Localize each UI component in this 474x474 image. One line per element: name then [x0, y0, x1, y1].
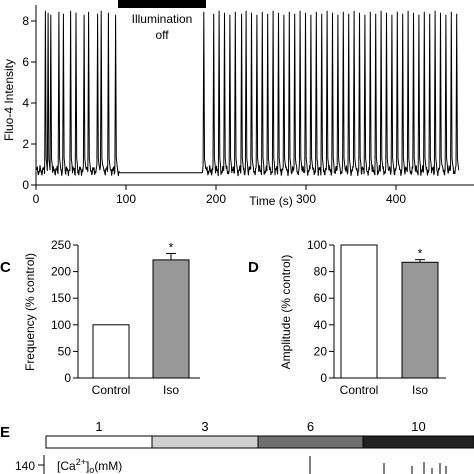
d-bar-control	[340, 244, 378, 379]
trace-y-tick-label: 0	[22, 178, 29, 192]
d-y-tick-label: 80	[314, 265, 328, 279]
c-y-tick-label: 100	[51, 318, 71, 332]
c-y-tick-label: 150	[51, 291, 71, 305]
amplitude-panel: D Amplitude (% control) 0 20 40 60 80 100 Cont…	[248, 238, 446, 397]
concentration-segment-6	[257, 435, 364, 449]
d-y-tick-label: 40	[314, 318, 328, 332]
trace-y-tick-label: 4	[22, 96, 29, 110]
trace-x-label: Time (s)	[249, 194, 293, 208]
trace-y-tick-label: 6	[22, 55, 29, 69]
trace-y-label: Fluo-4 Intensity	[2, 59, 16, 141]
trace-x-tick-label: 100	[116, 192, 136, 206]
trace-x-tick-label: 300	[296, 192, 316, 206]
d-y-tick-label: 60	[314, 291, 328, 305]
trace-y-tick-label: 2	[22, 137, 29, 151]
c-bar-control	[92, 324, 130, 379]
panel-label-e: E	[0, 424, 10, 441]
d-category-label: Iso	[412, 383, 428, 397]
c-bar-iso	[152, 259, 190, 379]
panel-label-d: D	[248, 259, 259, 276]
d-category-label: Control	[340, 383, 379, 397]
concentration-label: 1	[95, 419, 102, 434]
d-bar-iso	[401, 261, 439, 379]
trace-x-tick-label: 0	[33, 192, 40, 206]
c-significance: *	[169, 241, 174, 255]
frequency-panel: C Frequency (% control) 0 50 100 150 200 250 C…	[0, 238, 200, 397]
c-y-tick-label: 250	[51, 238, 71, 252]
concentration-label: 10	[411, 419, 425, 434]
c-category-label: Iso	[163, 383, 179, 397]
c-category-label: Control	[92, 383, 131, 397]
concentration-label: 6	[307, 419, 314, 434]
d-significance: *	[418, 247, 423, 261]
c-y-tick-label: 50	[58, 344, 72, 358]
concentration-label: 3	[201, 419, 208, 434]
concentration-segment-1	[45, 435, 153, 449]
c-y-tick-label: 0	[64, 371, 71, 385]
trace-line	[35, 10, 460, 177]
e-legend-label: [Ca2+]o(mM)	[57, 457, 122, 474]
illumination-off-bar	[118, 0, 206, 8]
concentration-segment-3	[151, 435, 259, 449]
e-ylabel-tick-140: 140	[15, 459, 35, 473]
c-y-tick-label: 200	[51, 265, 71, 279]
d-y-label: Amplitude (% control)	[279, 255, 293, 370]
trace-y-tick-label: 8	[22, 14, 29, 28]
d-y-tick-label: 100	[307, 238, 327, 252]
d-y-tick-label: 0	[320, 371, 327, 385]
trace-panel: Illumination off Fluo-4 Intensity Time (…	[2, 0, 474, 208]
trace-x-tick-label: 400	[386, 192, 406, 206]
calcium-panel: E 140 [Ca2+]o(mM) 1 3 6 10	[0, 419, 474, 474]
illumination-annotation-line2: off	[155, 28, 169, 42]
c-y-label: Frequency (% control)	[23, 253, 37, 371]
trace-x-tick-label: 200	[206, 192, 226, 206]
illumination-annotation-line1: Illumination	[132, 12, 193, 26]
d-y-tick-label: 20	[314, 344, 328, 358]
concentration-segment-10	[362, 435, 474, 449]
panel-label-c: C	[0, 259, 11, 276]
